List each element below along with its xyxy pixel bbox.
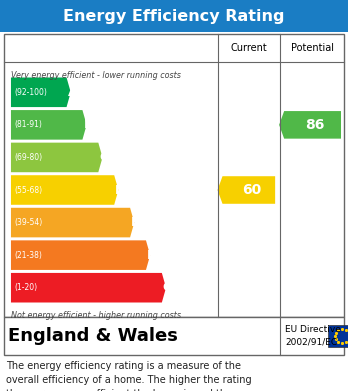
Text: (81-91): (81-91)	[14, 120, 42, 129]
Polygon shape	[11, 77, 71, 107]
Polygon shape	[11, 143, 103, 172]
Polygon shape	[11, 240, 150, 270]
Text: 60: 60	[242, 183, 261, 197]
Text: F: F	[147, 249, 156, 262]
Text: 2002/91/EC: 2002/91/EC	[285, 337, 337, 346]
Text: EU Directive: EU Directive	[285, 325, 341, 334]
Bar	[0, 0, 348, 32]
Text: (55-68): (55-68)	[14, 185, 42, 194]
Text: overall efficiency of a home. The higher the rating: overall efficiency of a home. The higher…	[6, 375, 252, 385]
Text: The energy efficiency rating is a measure of the: The energy efficiency rating is a measur…	[6, 361, 241, 371]
Text: Current: Current	[230, 43, 267, 53]
Text: (69-80): (69-80)	[14, 153, 42, 162]
Text: Potential: Potential	[291, 43, 334, 53]
Bar	[328, 325, 348, 347]
Text: (21-38): (21-38)	[14, 251, 42, 260]
Bar	[4, 317, 344, 355]
Polygon shape	[11, 175, 118, 205]
Text: England & Wales: England & Wales	[8, 327, 178, 345]
Text: C: C	[99, 151, 109, 164]
Text: E: E	[131, 216, 140, 229]
Text: D: D	[115, 183, 125, 197]
Text: (92-100): (92-100)	[14, 88, 47, 97]
Polygon shape	[218, 176, 275, 204]
Bar	[4, 34, 344, 317]
Polygon shape	[279, 111, 341, 139]
Text: 86: 86	[305, 118, 324, 132]
Text: Energy Efficiency Rating: Energy Efficiency Rating	[63, 9, 285, 23]
Text: Very energy efficient - lower running costs: Very energy efficient - lower running co…	[11, 72, 181, 81]
Polygon shape	[11, 110, 87, 140]
Polygon shape	[11, 273, 166, 303]
Text: B: B	[84, 118, 93, 131]
Text: Not energy efficient - higher running costs: Not energy efficient - higher running co…	[11, 310, 181, 319]
Text: A: A	[68, 86, 77, 99]
Polygon shape	[11, 208, 134, 237]
Text: the more energy efficient the home is and the: the more energy efficient the home is an…	[6, 389, 232, 391]
Text: (39-54): (39-54)	[14, 218, 42, 227]
Text: G: G	[163, 281, 173, 294]
Text: (1-20): (1-20)	[14, 283, 37, 292]
